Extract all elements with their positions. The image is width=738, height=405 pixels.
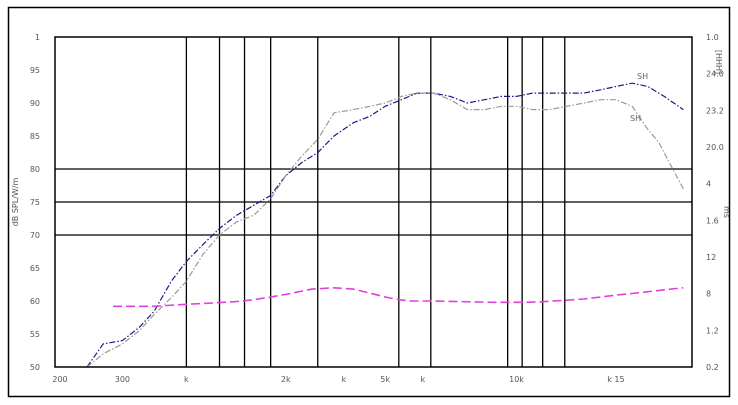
y-left-tick-label-9: 95: [30, 66, 40, 75]
x-tick-label-0: 200: [52, 375, 67, 384]
y-left-tick-label-0: 50: [30, 363, 40, 372]
x-tick-label-1: 300: [115, 375, 130, 384]
y-axis-label-right: ms: [722, 206, 731, 218]
y-left-tick-label-2: 60: [30, 297, 40, 306]
y-axis-label-left: dB SPL/W/m: [11, 178, 20, 227]
grid: [55, 37, 692, 367]
tick-labels: 200 300 k 2k k 5k k 10k k 15 50 55 60 65 70 75 80 85 90 95…: [30, 33, 724, 384]
y-right-tick-label-6: 20.0: [706, 143, 724, 152]
plot-area-border: [54, 36, 693, 368]
series-line-0: [86, 82, 684, 368]
y-right-tick-label-3: 12: [706, 253, 716, 262]
y-left-tick-label-6: 80: [30, 165, 40, 174]
y-right-tick-label-4: 1.6: [706, 216, 719, 225]
y-right-tick-label-7: 23.2: [706, 106, 724, 115]
legend-right-label: [HHH]: [714, 50, 723, 74]
x-tick-label-7: 10k: [509, 375, 524, 384]
x-tick-label-4: k: [342, 375, 347, 384]
y-right-tick-label-2: 8: [706, 290, 711, 299]
y-left-tick-label-4: 70: [30, 231, 40, 240]
x-tick-label-3: 2k: [281, 375, 291, 384]
y-left-tick-label-7: 85: [30, 132, 40, 141]
y-left-tick-label-8: 90: [30, 99, 40, 108]
x-tick-label-6: k: [420, 375, 425, 384]
y-right-tick-label-9: 1.0: [706, 33, 719, 42]
series-tag-blue: SH: [637, 72, 648, 81]
y-right-tick-label-5: 4: [706, 180, 711, 189]
y-left-tick-label-1: 55: [30, 330, 40, 339]
series-line-2: [113, 286, 684, 308]
x-tick-label-8: k 15: [607, 375, 624, 384]
x-tick-label-2: k: [184, 375, 189, 384]
y-left-tick-label-3: 65: [30, 264, 40, 273]
x-tick-label-5: 5k: [380, 375, 390, 384]
series-layer: [86, 82, 684, 368]
series-tag-gray: SH: [630, 114, 641, 123]
y-right-tick-label-0: 0.2: [706, 363, 719, 372]
y-left-tick-label-5: 75: [30, 198, 40, 207]
y-right-tick-label-1: 1.2: [706, 326, 719, 335]
y-left-tick-label-10: 1: [35, 33, 40, 42]
y-right-tick-label-8: 24.0: [706, 70, 724, 79]
